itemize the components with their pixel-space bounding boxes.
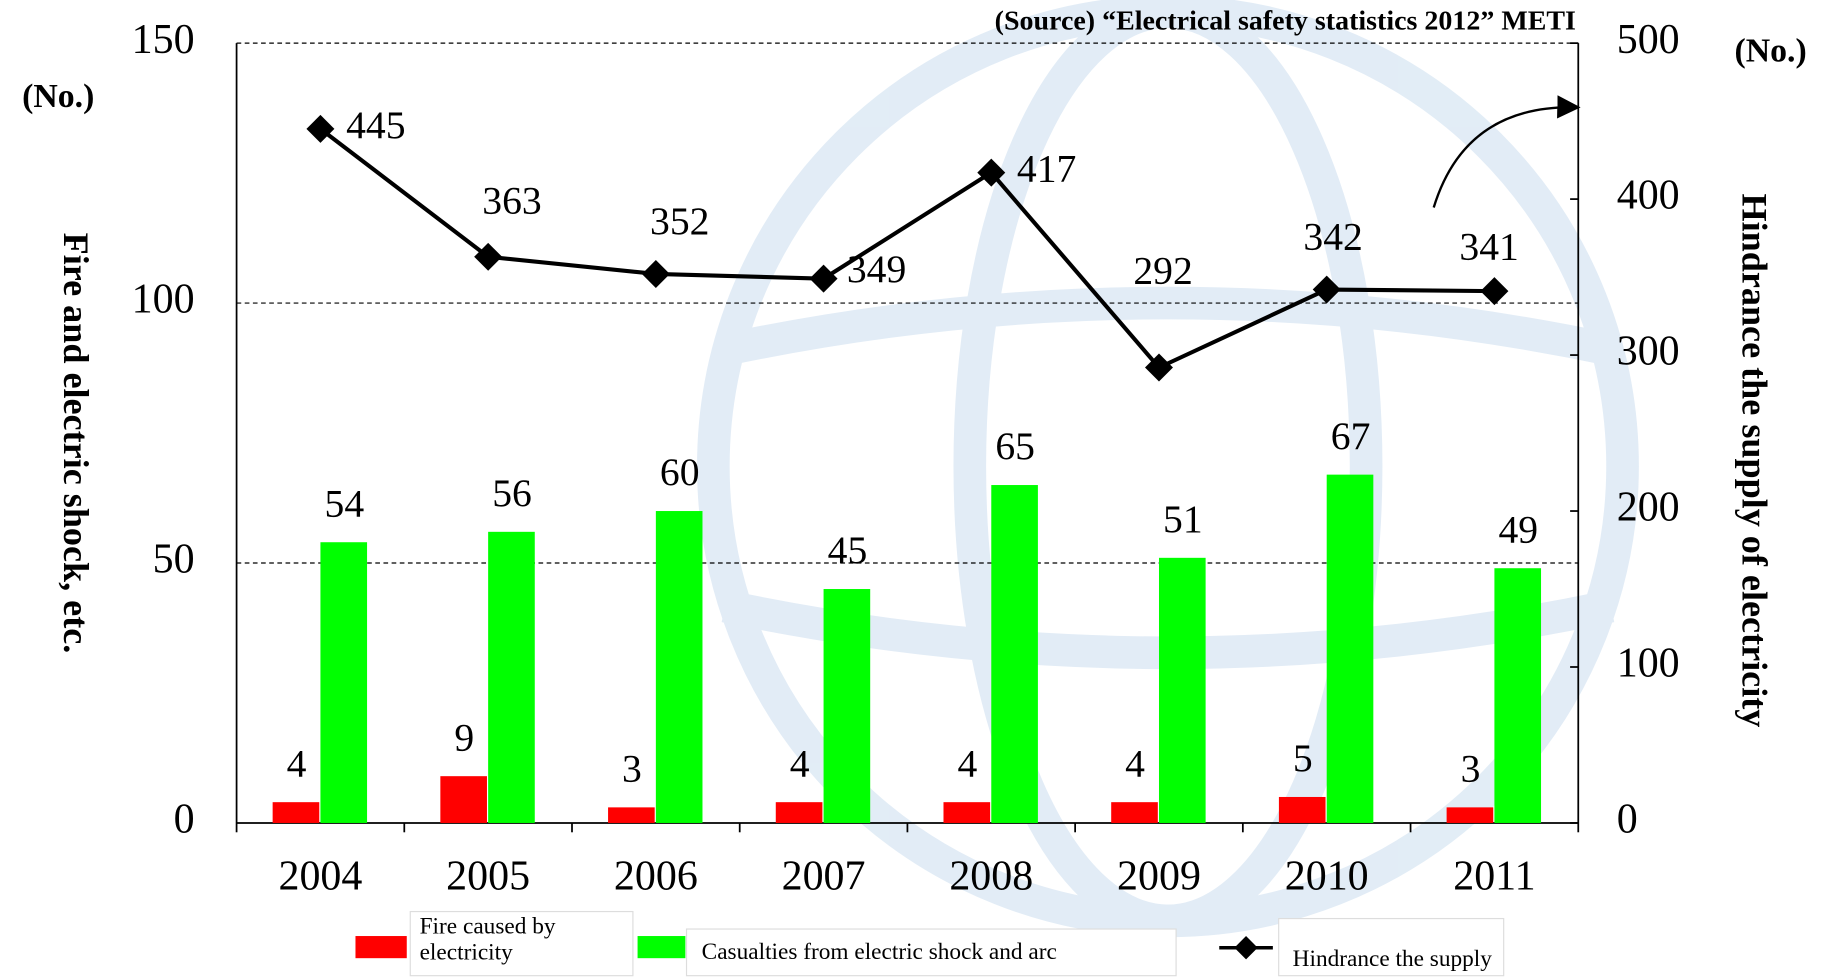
data-label: 65 [995,424,1035,468]
data-label: 3 [1461,746,1481,790]
x-tick-label: 2010 [1285,854,1369,900]
legend-box [685,928,1177,977]
y-axis-title: Fire and electric shock, etc. [56,233,96,654]
bar [655,511,703,823]
legend-label: Fire caused by electricity [419,913,556,966]
data-label: 3 [622,746,642,790]
y2-unit: (No.) [1734,32,1806,69]
x-tick-label: 2008 [949,854,1033,900]
data-label: 45 [828,528,868,572]
data-label: 51 [1163,497,1203,541]
line [319,127,1495,371]
y2-tick-label: 300 [1617,329,1680,375]
bar [1158,557,1206,823]
x-tick-label: 2009 [1117,854,1201,900]
data-label: 5 [1293,736,1313,780]
line-marker [306,114,335,143]
y2-tick-label: 500 [1617,17,1680,63]
y-unit: (No.) [22,78,94,115]
x-tick-label: 2004 [278,854,362,900]
x-tick-label: 2005 [446,854,530,900]
data-label: 342 [1303,215,1362,259]
y2-tick-label: 100 [1617,641,1680,687]
y2-tick-label: 0 [1617,797,1638,843]
data-label: 56 [492,471,532,515]
y2-tick-label: 200 [1617,485,1680,531]
legend-box [1278,917,1505,977]
data-label: 4 [957,741,977,785]
legend-marker [1234,936,1258,960]
legend: Fire caused by electricity Casualties fr… [355,910,1505,977]
bar [320,542,368,823]
data-label: 417 [1017,147,1076,191]
legend-item: Fire caused by electricity [419,913,556,966]
legend-box [409,910,634,977]
bar [991,485,1038,823]
line-marker [809,264,838,293]
legend-label: Casualties from electric shock and arc [702,939,1057,965]
y-tick-label: 100 [132,277,195,323]
bar [775,802,823,823]
bar [488,531,535,823]
line-marker [641,259,670,288]
bar [272,802,320,823]
line-marker [474,242,503,271]
bar [1446,807,1494,823]
line-marker [1480,277,1509,306]
bar [1278,796,1326,823]
bar [440,776,487,823]
bar [1326,474,1374,823]
data-label: 54 [325,481,365,525]
y-tick-label: 50 [153,537,195,583]
data-label: 352 [650,199,709,243]
data-label: 9 [454,715,474,759]
y2-tick-label: 400 [1617,173,1680,219]
x-tick-label: 2011 [1453,854,1535,900]
bar [943,802,991,823]
bar [823,589,871,823]
y2-axis-title: Hindrance the supply of electricity [1734,194,1774,728]
bar [1494,568,1542,823]
data-label: 4 [1125,741,1145,785]
data-label: 49 [1498,507,1538,551]
bar [608,807,655,823]
data-label: 349 [847,247,906,291]
data-label: 67 [1331,414,1371,458]
arrow [1432,95,1581,208]
data-label: 4 [287,741,307,785]
x-tick-label: 2006 [614,854,698,900]
line-marker [1145,353,1173,382]
line-marker [1312,275,1341,304]
y-tick-label: 0 [174,797,195,843]
data-label: 4 [790,741,810,785]
legend-swatch [355,936,407,959]
data-label: 292 [1133,248,1192,292]
bar [1111,802,1158,823]
legend-swatch [637,936,686,959]
source-note: (Source) “Electrical safety statistics 2… [995,6,1576,37]
y-tick-label: 150 [132,17,195,63]
data-label: 341 [1459,224,1518,268]
data-label: 363 [482,178,541,222]
data-label: 445 [346,103,405,147]
data-label: 60 [660,450,700,494]
x-tick-label: 2007 [782,854,866,900]
legend-label: Hindrance the supply [1293,946,1493,972]
